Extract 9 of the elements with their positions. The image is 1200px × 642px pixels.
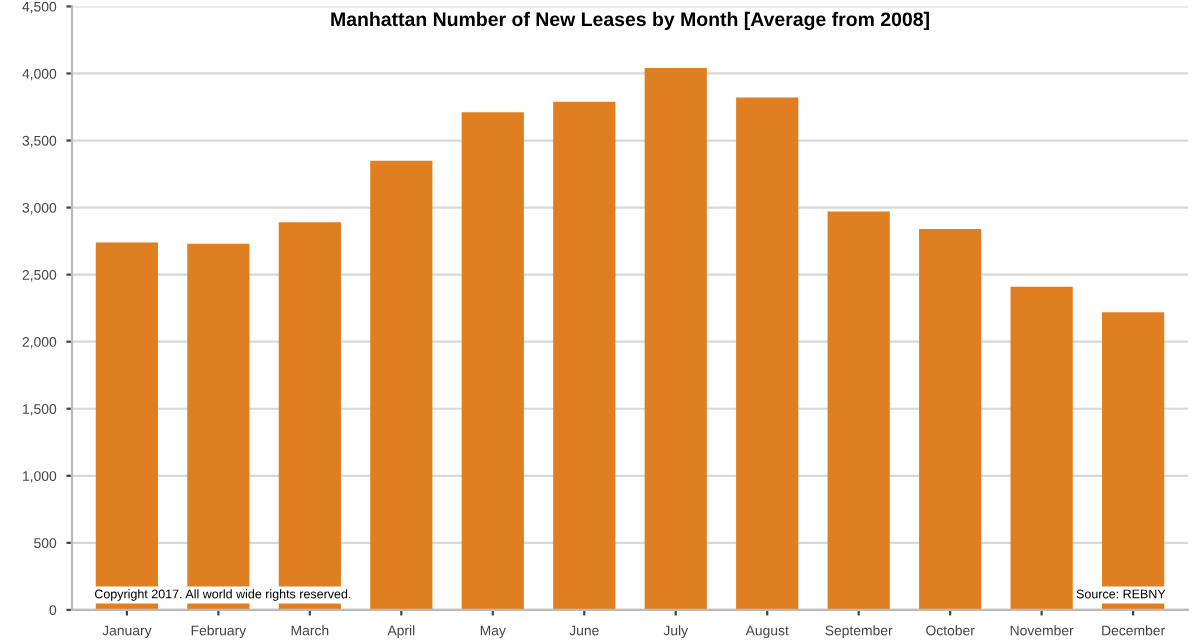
chart-title: Manhattan Number of New Leases by Month [Average from 2008] bbox=[331, 11, 929, 31]
bar bbox=[553, 101, 616, 610]
bar bbox=[1010, 286, 1073, 610]
bar bbox=[919, 229, 982, 610]
bar bbox=[461, 112, 524, 610]
bar bbox=[644, 68, 707, 610]
bar bbox=[370, 160, 433, 610]
bar bbox=[736, 97, 799, 610]
bar bbox=[827, 211, 890, 610]
